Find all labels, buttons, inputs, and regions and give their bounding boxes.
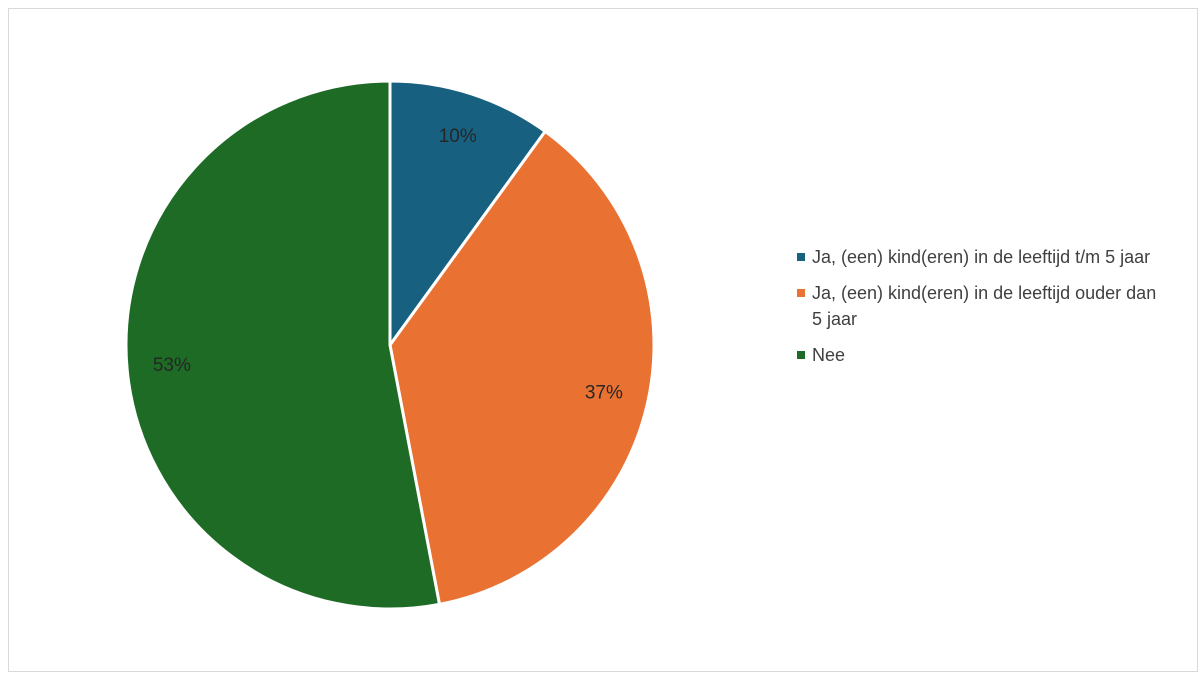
legend-item-1: Ja, (een) kind(eren) in de leeftijd t/m …: [797, 244, 1197, 270]
legend-label-3: Nee: [812, 345, 846, 365]
legend-item-3: Nee: [797, 342, 1197, 368]
pie-slice-3: [124, 79, 441, 611]
legend-swatch-3: [797, 351, 805, 359]
legend-label-1: Ja, (een) kind(eren) in de leeftijd t/m …: [812, 247, 1151, 267]
data-label-3: 53%: [153, 355, 191, 376]
pie-slice-2: [388, 129, 656, 606]
legend-label-2: Ja, (een) kind(eren) in de leeftijd oude…: [812, 283, 1157, 329]
data-label-2: 37%: [585, 382, 623, 403]
pie-data-labels: 10% 37% 53%: [153, 126, 623, 403]
legend-swatch-2: [797, 289, 805, 297]
legend: Ja, (een) kind(eren) in de leeftijd t/m …: [797, 244, 1197, 378]
data-label-1: 10%: [439, 126, 477, 147]
legend-swatch-1: [797, 253, 805, 261]
pie-slice-1: [388, 79, 547, 347]
legend-item-2: Ja, (een) kind(eren) in de leeftijd oude…: [797, 280, 1197, 332]
pie-slices: [124, 79, 656, 611]
